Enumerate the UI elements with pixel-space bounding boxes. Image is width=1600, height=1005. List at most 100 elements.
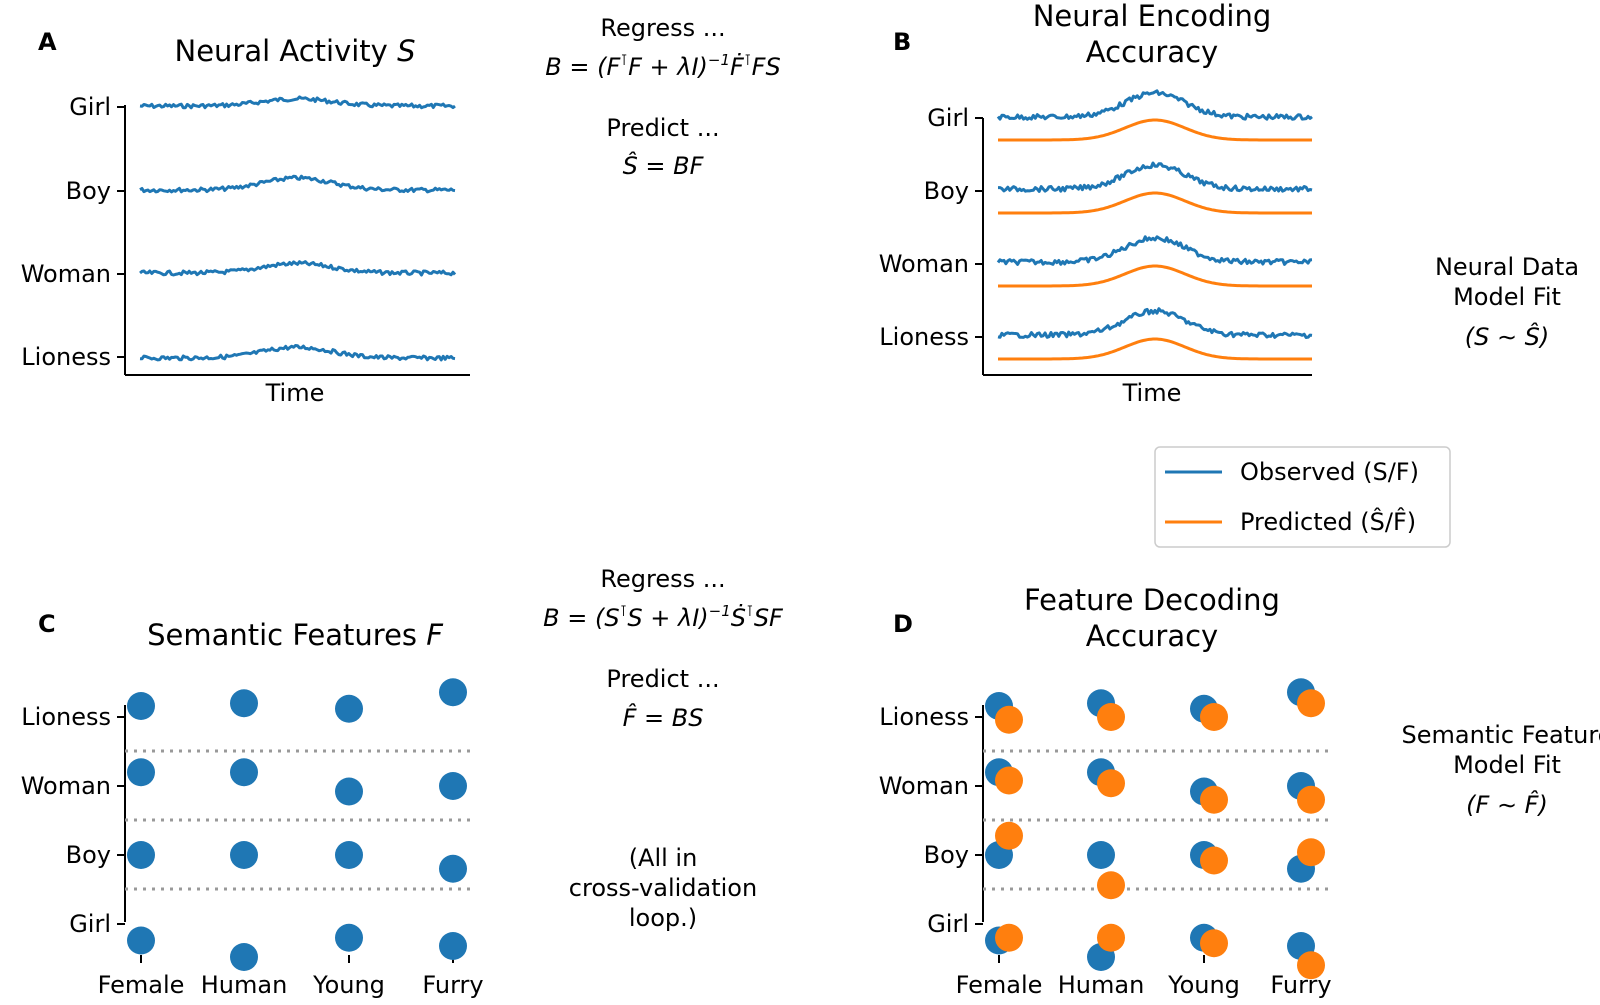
predicted-point-boy-female xyxy=(995,821,1023,850)
panel-c-title: Semantic Features F xyxy=(147,618,444,652)
x-tick-label-human: Human xyxy=(201,971,288,999)
panel-d-title-line1: Feature Decoding xyxy=(1024,583,1280,617)
method-text-top: Regress ... B = (F⊺F + λI)−1Ḟ⊺FS Predict… xyxy=(545,14,780,180)
cv-note-line2: cross-validation xyxy=(569,874,757,902)
y-tick-label-woman: Woman xyxy=(21,772,111,800)
regress-label-top: Regress ... xyxy=(600,14,725,42)
observed-line-woman xyxy=(996,235,1313,266)
observed-point-boy-furry xyxy=(439,854,467,883)
predicted-point-lioness-female xyxy=(995,705,1023,734)
feature-fit-line3: (F ∼ F̂) xyxy=(1466,791,1548,819)
x-tick-label-female: Female xyxy=(98,971,185,999)
observed-point-woman-human xyxy=(230,758,258,787)
y-tick-label-boy: Boy xyxy=(924,177,969,205)
observed-point-girl-young xyxy=(335,923,363,952)
method-text-bottom: Regress ... B = (S⊺S + λI)−1Ṡ⊺SF Predict… xyxy=(543,565,784,932)
panel-d-title-line2: Accuracy xyxy=(1086,619,1218,653)
cv-note-line3: loop.) xyxy=(629,904,697,932)
x-tick-label-human: Human xyxy=(1058,971,1145,999)
observed-point-lioness-young xyxy=(335,694,363,723)
y-tick-label-lioness: Lioness xyxy=(21,343,111,371)
observed-point-girl-furry xyxy=(439,932,467,960)
panel-c: C Semantic Features F xyxy=(38,610,444,652)
observed-point-lioness-furry xyxy=(439,678,467,707)
observed-point-boy-human xyxy=(230,841,258,869)
observed-line-lioness xyxy=(997,307,1313,339)
y-tick-label-girl: Girl xyxy=(69,93,111,121)
y-tick-label-boy: Boy xyxy=(924,841,969,869)
neural-fit-line1: Neural Data xyxy=(1435,253,1579,281)
panel-b-xlabel: Time xyxy=(1122,379,1182,407)
predict-label-top: Predict ... xyxy=(606,114,719,142)
x-tick-label-young: Young xyxy=(312,971,385,999)
y-tick-label-girl: Girl xyxy=(927,104,969,132)
panel-c-plot: Lioness Woman Boy Girl Female Human Young Furry xyxy=(21,678,484,999)
side-label-bottom: Semantic Feature Model Fit (F ∼ F̂) xyxy=(1402,721,1600,819)
y-tick-label-lioness: Lioness xyxy=(879,703,969,731)
observed-line-woman xyxy=(139,260,457,277)
panel-a-title: Neural Activity S xyxy=(175,34,416,68)
y-tick-label-boy: Boy xyxy=(66,841,111,869)
panel-a: A Neural Activity S Time xyxy=(38,28,415,407)
x-tick-label-furry: Furry xyxy=(1270,971,1331,999)
panel-c-letter: C xyxy=(38,610,56,638)
y-tick-label-girl: Girl xyxy=(927,910,969,938)
legend-observed-label: Observed (S/F) xyxy=(1240,458,1419,486)
observed-line-boy xyxy=(139,174,456,194)
neural-fit-line2: Model Fit xyxy=(1453,283,1561,311)
regress-label-bottom: Regress ... xyxy=(600,565,725,593)
predicted-point-lioness-human xyxy=(1097,703,1125,731)
x-tick-label-young: Young xyxy=(1167,971,1240,999)
observed-point-woman-young xyxy=(335,777,363,806)
observed-point-boy-female xyxy=(127,841,155,869)
predicted-point-boy-furry xyxy=(1297,838,1325,867)
predict-label-bottom: Predict ... xyxy=(606,665,719,693)
panel-b-letter: B xyxy=(893,28,911,56)
predicted-point-girl-young xyxy=(1200,929,1228,958)
predicted-point-girl-female xyxy=(995,923,1023,952)
y-tick-label-woman: Woman xyxy=(879,250,969,278)
predicted-line-boy xyxy=(998,191,1312,215)
regress-equation-top: B = (F⊺F + λI)−1Ḟ⊺FS xyxy=(545,51,780,81)
predicted-point-girl-furry xyxy=(1297,951,1325,980)
predicted-point-boy-human xyxy=(1097,871,1125,900)
feature-fit-line1: Semantic Feature xyxy=(1402,721,1600,749)
panel-a-xlabel: Time xyxy=(265,379,325,407)
predicted-point-lioness-young xyxy=(1200,703,1228,731)
predicted-point-girl-human xyxy=(1097,923,1125,952)
predicted-point-woman-young xyxy=(1200,785,1228,814)
predicted-point-lioness-furry xyxy=(1297,689,1325,718)
observed-point-woman-female xyxy=(127,758,155,787)
observed-point-boy-young xyxy=(335,841,363,869)
y-tick-label-woman: Woman xyxy=(21,260,111,288)
predicted-point-woman-human xyxy=(1097,769,1125,798)
y-tick-label-girl: Girl xyxy=(69,910,111,938)
observed-point-girl-human xyxy=(230,943,258,971)
predicted-point-woman-furry xyxy=(1297,785,1325,814)
panel-d: D Feature Decoding Accuracy xyxy=(893,583,1280,653)
observed-point-lioness-human xyxy=(230,689,258,718)
panel-a-letter: A xyxy=(38,28,57,56)
observed-line-girl xyxy=(996,89,1313,121)
legend-box xyxy=(1154,446,1451,548)
side-label-top: Neural Data Model Fit (S ∼ Ŝ) xyxy=(1435,253,1579,351)
predict-equation-top: Ŝ = BF xyxy=(623,150,705,180)
feature-fit-line2: Model Fit xyxy=(1453,751,1561,779)
x-tick-label-furry: Furry xyxy=(422,971,483,999)
y-tick-label-boy: Boy xyxy=(66,177,111,205)
observed-line-girl xyxy=(139,95,456,110)
observed-line-boy xyxy=(998,161,1313,193)
observed-point-girl-female xyxy=(127,926,155,955)
panel-d-plot: Lioness Woman Boy Girl Female Human Young Furry xyxy=(879,678,1332,999)
predicted-line-girl xyxy=(998,118,1312,142)
predicted-line-woman xyxy=(998,264,1312,288)
panel-a-plot: Girl Boy Woman Lioness xyxy=(21,93,470,376)
observed-point-lioness-female xyxy=(127,692,155,720)
panel-b: B Neural Encoding Accuracy Time xyxy=(893,0,1271,407)
legend-predicted-label: Predicted (Ŝ/F̂) xyxy=(1240,506,1416,536)
legend: Observed (S/F) Predicted (Ŝ/F̂) xyxy=(1154,446,1451,548)
predicted-point-woman-female xyxy=(995,766,1023,795)
observed-line-lioness xyxy=(139,344,456,362)
y-tick-label-lioness: Lioness xyxy=(879,323,969,351)
